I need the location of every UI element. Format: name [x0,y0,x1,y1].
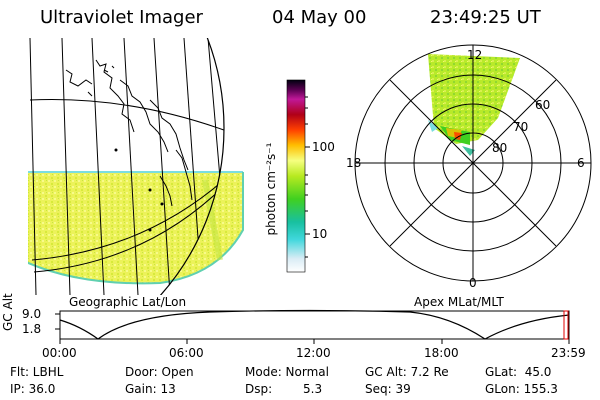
gc-alt-info: GC Alt: 7.2 Re [365,365,449,379]
altitude-plot [55,309,570,344]
colorbar-tick-10: 10 [312,227,328,241]
current-time-marker [563,310,569,340]
gain-info: Gain: 13 [125,382,176,396]
time-tick-0600: 06:00 [169,346,204,360]
colorbar-label: photon cm⁻²s⁻¹ [264,142,278,236]
glon-info: GLon: 155.3 [485,382,558,396]
altitude-curve [59,309,570,340]
seq-info: Seq: 39 [365,382,411,396]
instrument-title: Ultraviolet Imager [40,7,203,28]
mlt-label-18: 18 [346,156,362,170]
alt-tick-1-8: 1.8 [22,322,42,336]
ip-info: IP: 36.0 [10,382,56,396]
door-info: Door: Open [125,365,194,379]
coastline [65,59,193,232]
dsp-label: Dsp: [245,382,273,396]
time-label: 23:49:25 UT [430,7,541,28]
mlat-label-60: 60 [535,98,551,112]
altitude-axis-label: GC Alt [1,293,15,331]
time-tick-1200: 12:00 [296,346,331,360]
mode-info: Mode: Normal [245,365,329,379]
date-label: 04 May 00 [272,7,367,28]
glat-info: GLat: 45.0 [485,365,552,379]
globe-limb [159,38,225,295]
mlt-label-6: 6 [577,156,585,170]
dsp-value: 5.3 [303,382,323,396]
polar-plot [354,44,592,282]
filter-info: Flt: LBHL [10,365,64,379]
colorbar-tick-100: 100 [312,140,335,154]
time-tick-0000: 00:00 [42,346,77,360]
uv-image-polar [428,54,520,144]
mlat-label-70: 70 [513,120,529,134]
geographic-map [28,38,244,295]
left-panel-caption: Geographic Lat/Lon [69,295,187,309]
meridian-grid [29,38,224,295]
colorbar-ticks [305,96,310,258]
mlt-label-12: 12 [467,48,483,62]
mlat-label-80: 80 [492,141,508,155]
colorbar [287,80,305,272]
alt-tick-9: 9.0 [22,307,42,321]
polar-panel-caption: Apex MLat/MLT [414,295,504,309]
mlt-label-0: 0 [469,276,477,290]
time-tick-2359: 23:59 [551,346,586,360]
time-tick-1800: 18:00 [424,346,459,360]
